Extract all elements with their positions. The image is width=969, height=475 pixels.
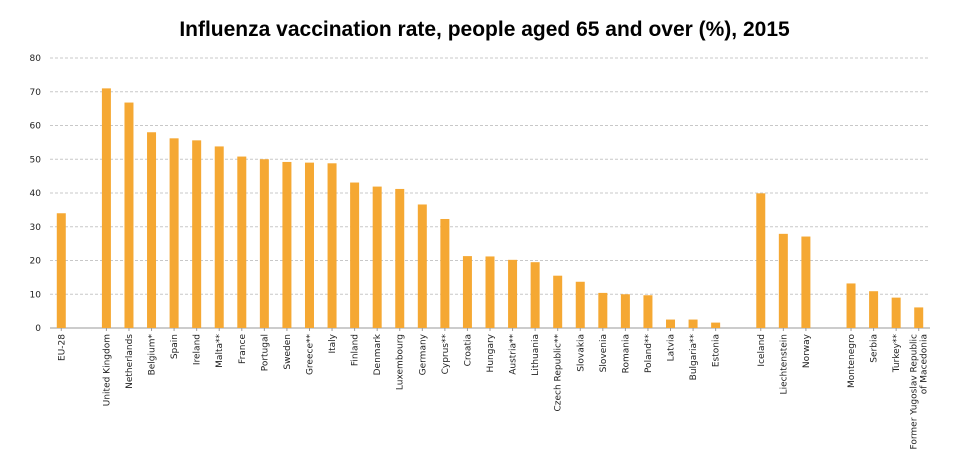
category-labels: EU-28 United Kingdom Netherlands Belgium* Sp…: [57, 333, 929, 449]
bar: [620, 294, 630, 328]
x-category-label: Ireland: [193, 334, 203, 365]
axes: 0 10 20 30 40 50 60 70 80: [30, 54, 930, 334]
x-category-label: EU-28: [57, 334, 67, 361]
x-category-label: United Kingdom: [102, 334, 112, 406]
x-category-label: Norway: [802, 333, 812, 368]
bar: [259, 159, 269, 328]
x-category-label: Montenegro: [847, 334, 857, 388]
x-category-label: Bulgaria**: [689, 334, 699, 381]
y-tick-label: 80: [30, 54, 42, 64]
bar: [598, 292, 608, 328]
bar: [395, 188, 405, 328]
y-tick-label: 40: [30, 189, 42, 199]
x-category-label: Liechtenstein: [779, 334, 789, 394]
bar: [711, 322, 721, 328]
y-tick-label: 0: [35, 324, 41, 334]
x-category-label: Turkey**: [892, 334, 902, 374]
x-category-label: Former Yugoslav Republicof Macedonia: [910, 334, 930, 450]
y-tick-label: 70: [30, 88, 42, 98]
bar: [666, 319, 676, 328]
x-category-label: Slovakia: [576, 334, 586, 372]
bar: [101, 88, 111, 328]
bar: [801, 236, 811, 328]
x-category-label: Romania: [621, 334, 631, 373]
x-category-label: Italy: [328, 333, 338, 353]
bar: [688, 319, 698, 328]
x-category-label: Estonia: [712, 334, 722, 367]
x-category-label: Netherlands: [125, 334, 135, 389]
x-category-label: Spain: [170, 334, 180, 359]
bar: [417, 204, 427, 328]
y-tick-label: 20: [30, 257, 42, 267]
bar: [124, 102, 134, 328]
bars: [56, 88, 924, 328]
x-category-label: Malta**: [215, 334, 225, 368]
bar: [304, 162, 314, 328]
bar: [214, 146, 224, 328]
x-category-label: Finland: [351, 334, 361, 366]
bar: [530, 262, 540, 328]
bar: [778, 233, 788, 328]
bar: [237, 156, 247, 328]
y-tick-label: 50: [30, 155, 42, 165]
x-category-label: Hungary: [486, 333, 496, 372]
x-category-label: Serbia: [870, 334, 880, 363]
x-category-label: Luxembourg: [396, 334, 406, 390]
bar: [440, 218, 450, 328]
bar: [643, 295, 653, 328]
x-category-label: Iceland: [757, 334, 767, 367]
x-category-label: France: [238, 334, 248, 364]
bar: [169, 138, 179, 328]
x-category-label: Poland**: [644, 334, 654, 374]
bar: [508, 259, 518, 328]
x-category-label: Denmark: [373, 333, 383, 375]
bar: [756, 193, 766, 328]
x-category-label: Greece**: [305, 334, 315, 376]
x-category-label: Czech Republic**: [554, 334, 564, 412]
y-tick-label: 60: [30, 122, 42, 132]
bar: [462, 256, 472, 328]
x-category-label: Germany: [418, 333, 428, 375]
bar: [485, 256, 495, 328]
x-category-label: Slovenia: [599, 334, 609, 372]
bar: [372, 186, 382, 328]
bar: [282, 161, 292, 328]
x-category-label: Latvia: [667, 334, 677, 361]
x-category-label: Lithuania: [531, 334, 541, 376]
bar: [914, 307, 924, 328]
x-category-label: Austria**: [509, 334, 519, 375]
x-category-label: Croatia: [463, 334, 473, 366]
bar: [891, 297, 901, 328]
bar: [327, 163, 337, 328]
x-category-label: Portugal: [260, 334, 270, 371]
bar: [575, 281, 585, 328]
bar: [192, 140, 202, 328]
bar: [350, 182, 360, 328]
bar: [553, 275, 563, 328]
x-category-label: Sweden: [283, 334, 293, 370]
x-category-label: Cyprus**: [441, 334, 451, 375]
bar: [56, 213, 66, 328]
bar: [147, 132, 157, 328]
y-tick-label: 10: [30, 290, 42, 300]
bar: [846, 283, 856, 328]
y-tick-label: 30: [30, 223, 42, 233]
chart-title: Influenza vaccination rate, people aged …: [179, 18, 790, 41]
bar: [869, 291, 879, 328]
x-category-label: Belgium*: [148, 334, 158, 376]
